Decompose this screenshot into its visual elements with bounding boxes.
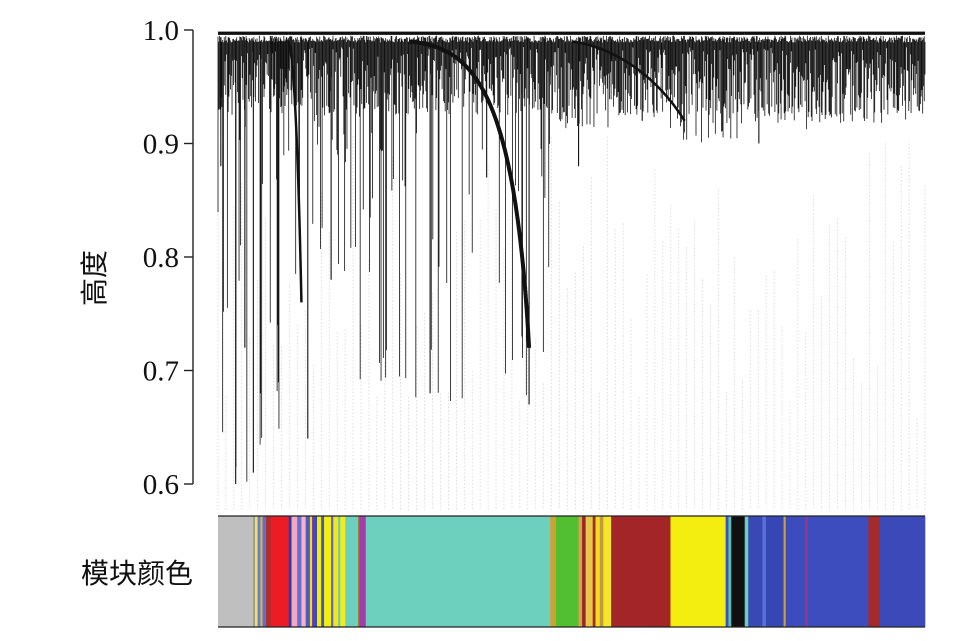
module-color-segment-8	[288, 516, 292, 627]
module-color-segment-13	[309, 516, 313, 627]
module-color-segment-42	[748, 516, 763, 627]
module-color-segment-38	[725, 516, 729, 627]
module-color-segment-1	[253, 516, 256, 627]
module-color-segment-33	[595, 516, 601, 627]
module-color-segment-36	[611, 516, 671, 627]
module-color-segment-7	[271, 516, 289, 627]
module-color-segment-41	[744, 516, 749, 627]
leaf-guide-lines	[217, 120, 926, 510]
module-branch-red	[270, 31, 290, 429]
module-color-segment-19	[331, 516, 334, 627]
module-branch-yellow	[670, 31, 746, 143]
module-color-segment-2	[254, 516, 258, 627]
module-branch-turquoise	[358, 31, 551, 401]
module-color-segment-5	[262, 516, 267, 627]
module-color-segment-43	[762, 516, 767, 627]
module-color-segment-11	[301, 516, 306, 627]
module-color-segment-21	[338, 516, 341, 627]
module-color-segment-29	[578, 516, 583, 627]
module-color-segment-50	[879, 516, 926, 627]
module-color-segment-34	[599, 516, 604, 627]
module-color-segment-44	[765, 516, 784, 627]
module-color-segment-23	[345, 516, 359, 627]
module-color-segment-22	[340, 516, 346, 627]
module-color-segment-16	[316, 516, 322, 627]
module-color-segment-20	[333, 516, 339, 627]
module-color-segment-18	[324, 516, 332, 627]
module-color-segment-48	[807, 516, 869, 627]
module-branch-brown	[610, 31, 671, 118]
pink-cascade	[287, 40, 303, 303]
module-color-segment-15	[314, 516, 318, 627]
module-color-segment-26	[365, 516, 551, 627]
green-cascade	[571, 40, 686, 122]
module-color-segment-37	[670, 516, 726, 627]
module-color-segment-27	[550, 516, 557, 627]
module-color-segment-14	[312, 516, 315, 627]
module-color-segment-45	[783, 516, 787, 627]
module-color-label: 模块颜色	[81, 557, 193, 590]
dendrogram-tree	[217, 31, 926, 484]
module-branch-blue	[744, 31, 926, 130]
module-color-segment-17	[321, 516, 325, 627]
module-color-segment-35	[603, 516, 612, 627]
y-tick-label-2: 0.8	[143, 242, 179, 274]
module-color-segment-4	[260, 516, 263, 627]
module-color-segment-46	[785, 516, 806, 627]
y-tick-label-3: 0.7	[143, 356, 179, 388]
y-tick-label-1: 0.9	[143, 129, 179, 161]
y-tick-label-4: 0.6	[143, 469, 179, 501]
module-color-segment-31	[585, 516, 594, 627]
module-color-segment-3	[257, 516, 261, 627]
module-color-segment-28	[555, 516, 579, 627]
module-color-bar	[218, 515, 926, 628]
module-color-segment-9	[291, 516, 298, 627]
module-color-segment-10	[297, 516, 302, 627]
module-color-segment-0	[218, 516, 254, 627]
turquoise-cascade	[408, 39, 532, 348]
y-axis: 1.0 0.9 0.8 0.7 0.6	[143, 15, 194, 501]
module-color-segment-24	[357, 516, 360, 627]
module-branch-green	[549, 31, 612, 129]
module-color-segment-12	[305, 516, 311, 627]
module-color-segment-47	[804, 516, 808, 627]
y-axis-title: 高度	[78, 250, 111, 306]
module-color-segment-32	[592, 516, 596, 627]
module-color-segment-30	[582, 516, 586, 627]
module-color-segment-39	[728, 516, 732, 627]
y-tick-label-0: 1.0	[143, 15, 179, 47]
module-color-segment-40	[731, 516, 746, 627]
module-color-segment-49	[868, 516, 881, 627]
module-color-segment-25	[359, 516, 367, 627]
module-color-segment-6	[266, 516, 272, 627]
